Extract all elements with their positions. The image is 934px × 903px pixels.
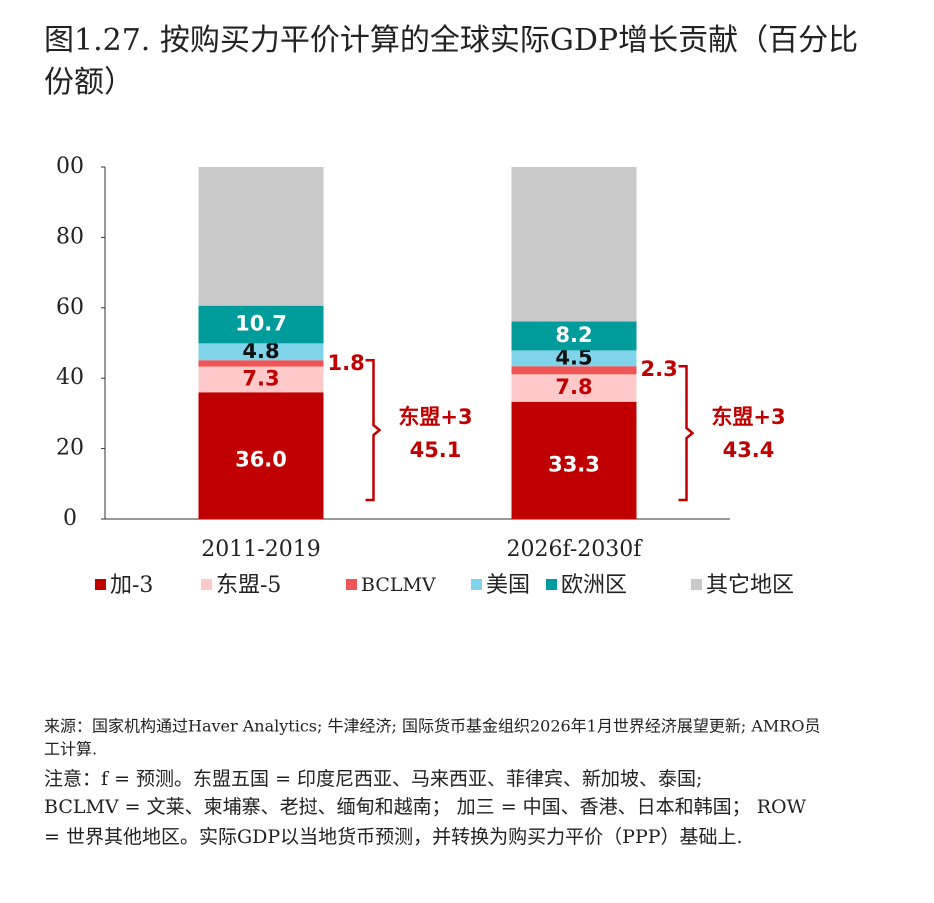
data-label: 2.3 [641, 357, 678, 381]
bar-segment [198, 167, 324, 306]
legend-label: 东盟-5 [216, 573, 281, 598]
legend-swatch [546, 579, 557, 590]
note-line: = 世界其他地区。实际GDP以当地货币预测，并转换为购买力平价（PPP）基础上. [44, 826, 743, 848]
data-label: 10.7 [235, 312, 287, 336]
data-label: 7.3 [242, 366, 279, 390]
y-tick-label: 00 [56, 154, 84, 179]
bar-segment [198, 343, 324, 361]
legend-swatch [471, 579, 482, 590]
annotation-label: 东盟+3 [711, 405, 785, 429]
bar-segment [198, 392, 324, 519]
bar-segment [511, 401, 637, 519]
annotation-value: 45.1 [410, 438, 462, 462]
y-tick-label: 40 [56, 365, 84, 390]
data-label: 33.3 [548, 452, 600, 476]
legend-label: 加-3 [110, 573, 153, 598]
data-label: 36.0 [235, 448, 287, 472]
bar-segment [198, 360, 324, 367]
legend-label: 其它地区 [706, 573, 794, 598]
annotation-value: 43.4 [723, 438, 775, 462]
legend-swatch [95, 579, 106, 590]
chart-title: 图1.27. 按购买力平价计算的全球实际GDP增长贡献（百分比 [44, 23, 858, 58]
data-label: 8.2 [555, 323, 592, 347]
x-tick-label: 2026f-2030f [507, 537, 644, 562]
bracket [365, 358, 382, 502]
note-line: 来源：国家机构通过Haver Analytics; 牛津经济; 国际货币基金组织… [44, 717, 820, 736]
y-tick-label: 0 [63, 506, 77, 531]
x-tick-label: 2011-2019 [201, 537, 320, 562]
legend-label: BCLMV [361, 574, 436, 596]
legend-label: 美国 [486, 573, 530, 598]
bar-segment [198, 366, 324, 393]
bracket [678, 364, 695, 502]
legend-swatch [691, 579, 702, 590]
data-label: 1.8 [328, 351, 365, 375]
y-tick-label: 20 [56, 436, 84, 461]
note-line: BCLMV = 文莱、柬埔寨、老挝、缅甸和越南； 加三 = 中国、香港、日本和韩… [44, 796, 807, 818]
note-line: 注意：f = 预测。东盟五国 = 印度尼西亚、马来西亚、菲律宾、新加坡、泰国; [44, 768, 702, 790]
bar-segment [511, 374, 637, 402]
y-tick-label: 80 [56, 224, 84, 249]
chart-subtitle: 份额） [44, 65, 134, 100]
note-line: 工计算. [44, 740, 97, 759]
legend-swatch [201, 579, 212, 590]
bar-segment [511, 321, 637, 351]
data-label: 7.8 [555, 375, 592, 399]
annotation-label: 东盟+3 [398, 405, 472, 429]
bar-segment [511, 366, 637, 375]
bar-segment [511, 350, 637, 367]
legend-label: 欧洲区 [561, 573, 627, 598]
bar-segment [511, 167, 637, 322]
bar-segment [198, 305, 324, 344]
y-tick-label: 60 [56, 295, 84, 320]
legend-swatch [346, 579, 357, 590]
